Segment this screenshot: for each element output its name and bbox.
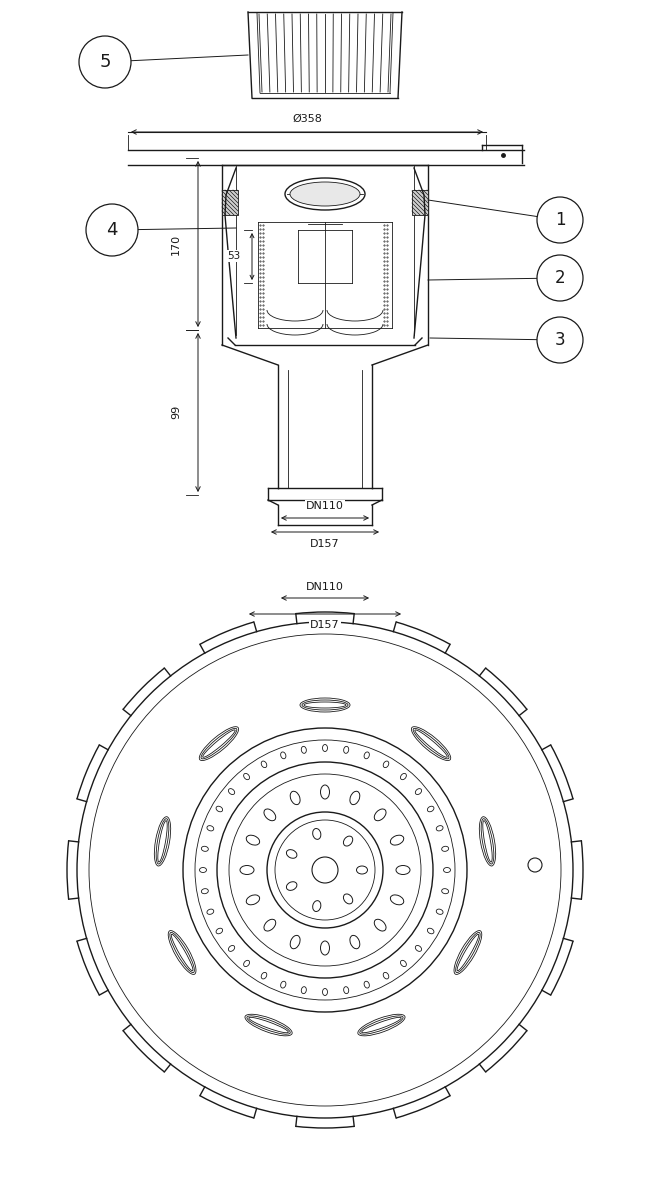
Circle shape bbox=[312, 857, 338, 883]
Ellipse shape bbox=[374, 919, 386, 931]
Ellipse shape bbox=[229, 946, 234, 952]
Ellipse shape bbox=[201, 846, 208, 851]
Ellipse shape bbox=[391, 835, 404, 845]
Ellipse shape bbox=[344, 746, 349, 754]
Text: 1: 1 bbox=[555, 211, 565, 229]
Ellipse shape bbox=[286, 882, 297, 890]
Circle shape bbox=[79, 36, 131, 88]
Ellipse shape bbox=[216, 806, 223, 811]
Circle shape bbox=[537, 254, 583, 301]
Ellipse shape bbox=[436, 826, 443, 830]
Ellipse shape bbox=[264, 919, 276, 931]
Ellipse shape bbox=[281, 982, 286, 988]
Text: Ø358: Ø358 bbox=[292, 114, 322, 124]
Ellipse shape bbox=[383, 761, 389, 768]
Ellipse shape bbox=[240, 865, 254, 875]
Ellipse shape bbox=[201, 889, 208, 894]
Ellipse shape bbox=[436, 910, 443, 914]
Ellipse shape bbox=[443, 868, 450, 872]
Ellipse shape bbox=[364, 982, 369, 988]
Ellipse shape bbox=[261, 761, 267, 768]
Ellipse shape bbox=[415, 946, 422, 952]
Text: 53: 53 bbox=[227, 251, 241, 260]
Text: 170: 170 bbox=[171, 234, 181, 254]
Ellipse shape bbox=[261, 972, 267, 979]
Ellipse shape bbox=[441, 889, 449, 894]
Text: DN110: DN110 bbox=[306, 502, 344, 511]
Ellipse shape bbox=[350, 935, 360, 949]
Ellipse shape bbox=[207, 910, 214, 914]
Ellipse shape bbox=[427, 929, 434, 934]
Circle shape bbox=[528, 858, 542, 872]
Ellipse shape bbox=[290, 935, 300, 949]
Ellipse shape bbox=[290, 791, 300, 805]
Ellipse shape bbox=[264, 809, 276, 821]
Ellipse shape bbox=[207, 826, 214, 830]
Ellipse shape bbox=[312, 901, 321, 912]
Ellipse shape bbox=[301, 986, 307, 994]
Ellipse shape bbox=[344, 836, 353, 846]
Ellipse shape bbox=[383, 972, 389, 979]
Text: DN110: DN110 bbox=[306, 582, 344, 592]
Text: 99: 99 bbox=[171, 404, 181, 419]
Ellipse shape bbox=[320, 785, 329, 799]
Circle shape bbox=[537, 317, 583, 362]
Ellipse shape bbox=[246, 895, 260, 905]
Ellipse shape bbox=[344, 894, 353, 904]
Bar bbox=[412, 190, 428, 215]
Ellipse shape bbox=[357, 866, 368, 874]
Ellipse shape bbox=[290, 182, 360, 206]
Ellipse shape bbox=[286, 850, 297, 858]
Text: D157: D157 bbox=[310, 620, 340, 630]
Text: 2: 2 bbox=[555, 269, 565, 287]
Ellipse shape bbox=[400, 774, 406, 780]
Ellipse shape bbox=[344, 986, 349, 994]
Text: 4: 4 bbox=[106, 221, 118, 239]
Bar bbox=[222, 190, 238, 215]
Ellipse shape bbox=[312, 828, 321, 839]
Circle shape bbox=[86, 204, 138, 256]
Ellipse shape bbox=[391, 895, 404, 905]
Ellipse shape bbox=[216, 929, 223, 934]
Ellipse shape bbox=[374, 809, 386, 821]
Ellipse shape bbox=[243, 774, 249, 780]
Circle shape bbox=[537, 197, 583, 242]
Text: 5: 5 bbox=[99, 53, 111, 71]
Ellipse shape bbox=[320, 941, 329, 955]
Ellipse shape bbox=[322, 744, 327, 751]
Ellipse shape bbox=[396, 865, 410, 875]
Ellipse shape bbox=[246, 835, 260, 845]
Text: 3: 3 bbox=[555, 331, 565, 349]
Text: D157: D157 bbox=[310, 539, 340, 550]
Ellipse shape bbox=[364, 752, 369, 758]
Ellipse shape bbox=[281, 752, 286, 758]
Ellipse shape bbox=[199, 868, 206, 872]
Ellipse shape bbox=[427, 806, 434, 811]
Ellipse shape bbox=[301, 746, 307, 754]
Ellipse shape bbox=[243, 960, 249, 966]
Ellipse shape bbox=[229, 788, 234, 794]
Ellipse shape bbox=[415, 788, 422, 794]
Ellipse shape bbox=[441, 846, 449, 851]
Ellipse shape bbox=[400, 960, 406, 966]
Ellipse shape bbox=[322, 989, 327, 996]
Ellipse shape bbox=[350, 791, 360, 805]
